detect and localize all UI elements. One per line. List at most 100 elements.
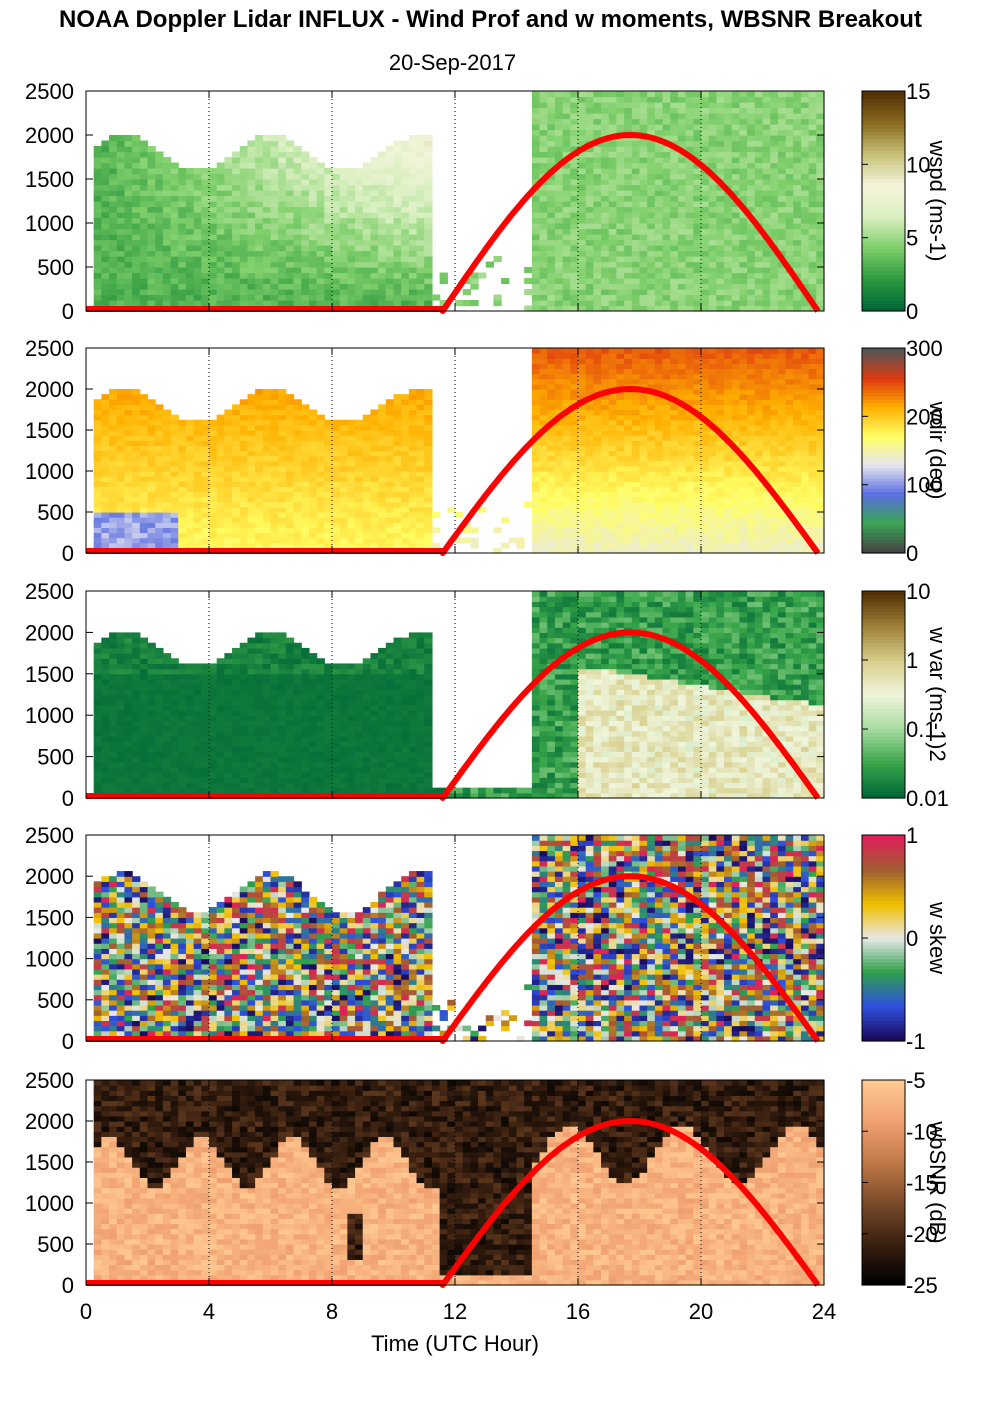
heatmap-cell: [201, 532, 210, 539]
heatmap-cell: [593, 278, 602, 285]
heatmap-cell: [162, 532, 172, 539]
heatmap-cell: [816, 113, 825, 120]
heatmap-cell: [731, 300, 741, 307]
heatmap-cell: [547, 348, 556, 354]
heatmap-cell: [677, 129, 687, 136]
heatmap-cell: [285, 157, 295, 164]
heatmap-cell: [147, 532, 156, 539]
heatmap-cell: [216, 195, 225, 202]
heatmap-cell: [278, 228, 287, 235]
heatmap-cell: [262, 294, 272, 301]
heatmap-cell: [401, 542, 410, 549]
heatmap-cell: [685, 272, 694, 279]
heatmap-cell: [816, 102, 825, 109]
heatmap-cell: [101, 256, 110, 263]
heatmap-cell: [685, 157, 694, 164]
heatmap-cell: [685, 118, 694, 125]
heatmap-cell: [124, 201, 133, 208]
heatmap-cell: [232, 476, 241, 482]
heatmap-cell: [570, 124, 579, 131]
colorbar-segment: [862, 94, 905, 99]
heatmap-cell: [224, 506, 233, 513]
heatmap-cell: [185, 491, 195, 498]
heatmap-cell: [608, 118, 618, 125]
heatmap-cell: [293, 206, 302, 213]
heatmap-cell: [785, 113, 794, 120]
heatmap-cell: [324, 471, 333, 477]
heatmap-cell: [554, 267, 564, 274]
heatmap-cell: [554, 501, 564, 508]
heatmap-cell: [570, 348, 579, 354]
heatmap-cell: [578, 129, 587, 136]
heatmap-cell: [631, 234, 641, 241]
heatmap-cell: [570, 547, 579, 554]
heatmap-cell: [562, 223, 571, 230]
heatmap-cell: [416, 394, 425, 400]
heatmap-cell: [170, 162, 179, 169]
heatmap-cell: [685, 300, 694, 307]
heatmap-cell: [370, 212, 379, 219]
heatmap-cell: [385, 491, 395, 498]
heatmap-cell: [762, 102, 771, 109]
heatmap-cell: [562, 378, 571, 385]
heatmap-cell: [631, 223, 641, 230]
heatmap-cell: [608, 96, 618, 103]
heatmap-cell: [316, 283, 325, 290]
heatmap-cell: [639, 445, 648, 452]
heatmap-cell: [170, 476, 179, 482]
heatmap-cell: [185, 450, 195, 457]
heatmap-cell: [670, 486, 679, 493]
heatmap-cell: [116, 440, 126, 446]
heatmap-cell: [378, 542, 387, 549]
heatmap-cell: [631, 368, 641, 375]
heatmap-cell: [578, 389, 587, 395]
heatmap-cell: [401, 190, 410, 197]
heatmap-cell: [370, 239, 379, 246]
heatmap-cell: [285, 506, 295, 513]
heatmap-cell: [578, 383, 587, 390]
heatmap-cell: [601, 373, 610, 380]
heatmap-cell: [285, 179, 295, 186]
heatmap-cell: [262, 261, 272, 268]
heatmap-cell: [239, 184, 249, 191]
heatmap-cell: [139, 496, 149, 503]
heatmap-cell: [270, 537, 279, 544]
heatmap-cell: [631, 414, 641, 421]
heatmap-cell: [201, 465, 210, 472]
heatmap-cell: [170, 419, 179, 426]
heatmap-cell: [101, 157, 110, 164]
heatmap-cell: [624, 424, 633, 431]
heatmap-cell: [777, 135, 787, 142]
heatmap-cell: [654, 481, 664, 487]
heatmap-cell: [654, 409, 664, 416]
heatmap-cell: [139, 450, 149, 457]
heatmap-cell: [777, 250, 787, 257]
heatmap-cell: [355, 506, 364, 513]
heatmap-cell: [285, 517, 295, 523]
heatmap-cell: [639, 542, 648, 549]
heatmap-cell: [547, 201, 556, 208]
heatmap-cell: [639, 267, 648, 274]
heatmap-cell: [285, 272, 295, 279]
heatmap-cell: [570, 300, 579, 307]
heatmap-cell: [539, 146, 548, 153]
heatmap-cell: [608, 409, 618, 416]
heatmap-cell: [393, 404, 402, 411]
heatmap-cell: [624, 140, 633, 147]
heatmap-cell: [378, 445, 387, 452]
heatmap-cell: [224, 522, 233, 528]
heatmap-cell: [647, 440, 656, 446]
heatmap-cell: [116, 455, 126, 462]
heatmap-cell: [385, 537, 395, 544]
heatmap-cell: [147, 460, 156, 467]
heatmap-cell: [624, 404, 633, 411]
heatmap-cell: [608, 195, 618, 202]
heatmap-cell: [132, 471, 141, 477]
heatmap-cell: [170, 517, 179, 523]
heatmap-cell: [178, 190, 187, 197]
heatmap-cell: [232, 289, 241, 296]
heatmap-cell: [247, 283, 256, 290]
heatmap-cell: [647, 278, 656, 285]
heatmap-cell: [393, 465, 402, 472]
heatmap-cell: [793, 212, 802, 219]
